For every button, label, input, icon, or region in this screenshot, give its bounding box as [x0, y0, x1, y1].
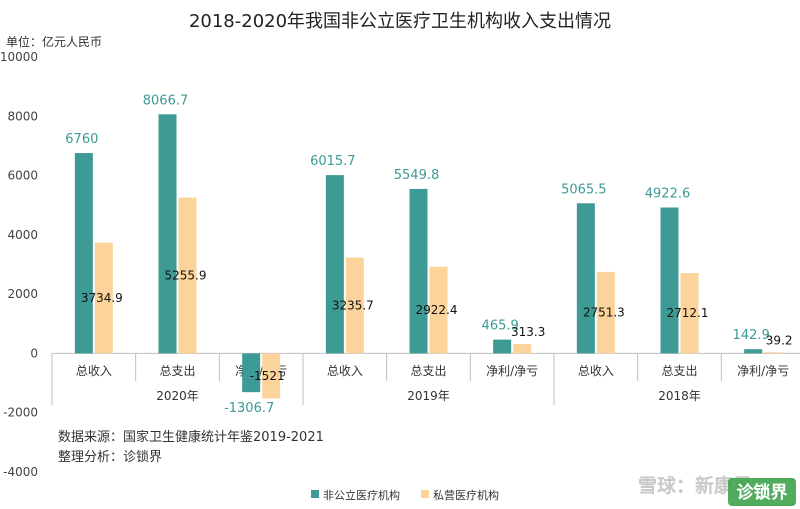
y-tick-label: -4000	[3, 465, 38, 479]
data-label: 313.3	[511, 325, 545, 339]
y-tick-label: 10000	[0, 50, 38, 64]
bars	[74, 114, 783, 399]
data-label: 5065.5	[561, 182, 607, 197]
unit-label: 单位：亿元人民币	[6, 34, 102, 49]
bar-private	[680, 273, 699, 354]
y-axis-ticks: 10000 8000 6000 4000 2000 0 -2000 -4000	[0, 50, 38, 479]
legend-label: 非公立医疗机构	[323, 488, 400, 502]
data-label: 2751.3	[583, 306, 625, 320]
category-axis: 2020年 总收入 总支出 净利/净亏 2019年 总收入 总支出 净利/净亏 2018年 总收入…	[51, 352, 800, 405]
watermark-logo-text: 诊锁界	[737, 482, 788, 503]
bar-private	[345, 257, 364, 354]
bar-private	[513, 344, 532, 354]
bar-nonpublic	[158, 114, 177, 354]
bar-private	[596, 271, 615, 354]
legend-swatch	[421, 490, 429, 498]
data-label: 6760	[65, 132, 98, 147]
bar-nonpublic	[409, 188, 428, 354]
data-label: 5255.9	[165, 269, 207, 283]
bar-nonpublic	[660, 207, 679, 354]
category-label: 总支出	[661, 364, 697, 378]
data-label: 4922.6	[645, 187, 691, 202]
data-label: -1306.7	[224, 401, 274, 416]
category-label: 总收入	[327, 364, 363, 378]
data-label: 2922.4	[416, 303, 458, 317]
year-label: 2020年	[156, 389, 199, 403]
bar-nonpublic	[493, 339, 512, 354]
y-tick-label: 8000	[7, 109, 38, 123]
bar-nonpublic	[74, 153, 93, 354]
y-tick-label: 0	[30, 346, 38, 360]
data-label: -1521	[250, 369, 285, 383]
y-tick-label: 4000	[7, 228, 38, 242]
watermark-logo-badge	[728, 478, 796, 506]
year-label: 2018年	[658, 389, 701, 403]
year-label: 2019年	[407, 389, 450, 403]
category-label: 总支出	[410, 364, 446, 378]
bar-nonpublic	[325, 175, 344, 354]
legend-label: 私营医疗机构	[433, 488, 499, 502]
bar-private	[764, 352, 783, 354]
data-label: 3235.7	[332, 298, 374, 312]
category-label: 总收入	[578, 364, 614, 378]
data-label: 5549.8	[394, 168, 440, 183]
bar-nonpublic	[576, 203, 595, 354]
source-notes: 数据来源：国家卫生健康统计年鉴2019-2021 整理分析：诊锁界	[58, 429, 324, 465]
bar-private	[262, 353, 281, 399]
data-labels: 6760 3734.9 8066.7 5255.9 -1306.7 -1521 6015.7…	[65, 93, 792, 416]
category-label: 总支出	[159, 364, 195, 378]
y-tick-label: -2000	[3, 406, 38, 420]
data-label: 6015.7	[310, 154, 356, 169]
legend: 非公立医疗机构 私营医疗机构	[311, 488, 499, 502]
bar-private	[178, 197, 197, 354]
bar-nonpublic	[744, 349, 763, 354]
bar-private	[94, 242, 113, 354]
data-label: 3734.9	[81, 291, 123, 305]
watermark-text: 雪球：新康界	[638, 474, 752, 497]
source-note: 数据来源：国家卫生健康统计年鉴2019-2021	[58, 429, 324, 445]
data-label: 39.2	[766, 333, 793, 347]
y-tick-label: 6000	[7, 169, 38, 183]
bar-private	[429, 266, 448, 354]
category-label: 净利/净亏	[486, 364, 538, 378]
chart-title: 2018-2020年我国非公立医疗卫生机构收入支出情况	[189, 11, 611, 32]
category-label: 净利/净亏	[737, 364, 789, 378]
data-label: 2712.1	[667, 306, 709, 320]
y-tick-label: 2000	[7, 287, 38, 301]
category-label: 总收入	[76, 364, 112, 378]
bar-nonpublic	[242, 353, 261, 393]
data-label: 8066.7	[143, 93, 189, 108]
source-note: 整理分析：诊锁界	[58, 449, 162, 465]
data-label: 142.9	[733, 328, 770, 343]
data-label: 465.9	[482, 319, 519, 334]
legend-swatch	[311, 490, 319, 498]
